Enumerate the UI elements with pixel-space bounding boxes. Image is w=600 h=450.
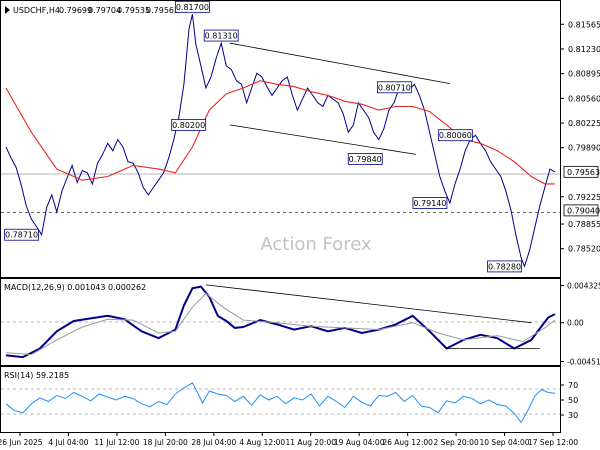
reference-level-tag: 0.79040	[567, 206, 600, 215]
price-label: 0.80060	[439, 131, 472, 140]
price-panel-frame	[0, 0, 561, 278]
price-label: 0.80710	[378, 83, 411, 92]
price-label: 0.79840	[349, 155, 382, 164]
header-close: 0.79563	[146, 6, 179, 15]
price-trendline-0	[229, 42, 451, 85]
price-trendline-1	[229, 124, 417, 155]
x-tick-label: 17 Sep 12:00	[528, 438, 578, 447]
price-y-tick-label: 0.78855	[568, 220, 600, 229]
watermark: Action Forex	[260, 234, 372, 255]
price-label-box	[412, 197, 448, 209]
price-y-tick-label: 0.80225	[568, 119, 600, 128]
x-tick-label: 26 Jun 2025	[0, 438, 43, 447]
price-label-box	[347, 153, 383, 165]
header-high: 0.79704	[88, 6, 121, 15]
price-label: 0.78280	[488, 262, 521, 271]
rsi-y-tick-label: 70	[568, 381, 578, 390]
price-label-box	[487, 260, 522, 273]
x-tick-label: 28 Jul 04:00	[191, 438, 236, 447]
price-y-tick-label: 0.81230	[568, 45, 600, 54]
moving-average-series-line	[5, 80, 555, 185]
price-y-tick-label: 0.80560	[568, 94, 600, 103]
header: USDCHF,H4 0.79699 0.79704 0.79535 0.7956…	[5, 6, 179, 15]
rsi-layer	[5, 382, 556, 424]
rsi-title: RSI(14) 59.2185	[4, 371, 69, 380]
x-tick-label: 4 Jul 04:00	[48, 438, 88, 447]
last-price-tag-box	[563, 165, 599, 178]
price-label-box	[171, 118, 207, 131]
price-layer: 0.81700 0.81310 0.80200 0.79840 0.80710 0.800…	[4, 0, 556, 273]
last-price-tag: 0.79563	[567, 168, 600, 177]
x-tick-label: 18 Jul 20:00	[143, 438, 188, 447]
rsi-y-tick-label: 30	[568, 411, 578, 420]
macd-y-tick-label: 0.00	[567, 319, 584, 328]
price-y-tick-label: 0.79890	[568, 144, 600, 153]
rsi-series-line	[5, 382, 556, 424]
header-open: 0.79699	[59, 6, 92, 15]
macd-y-tick-label: -0.004511	[567, 358, 600, 367]
macd-title: MACD(12,26,9) 0.001043 0.000262	[4, 283, 146, 292]
price-label-box	[203, 29, 239, 42]
reference-level-tag-box	[563, 204, 599, 217]
x-tick-label: 10 Sep 04:00	[480, 438, 530, 447]
price-label-box	[376, 81, 412, 94]
x-tick-label: 11 Aug 20:00	[285, 438, 336, 447]
price-y-tick-label: 0.79225	[568, 193, 600, 202]
price-y-tick-label: 0.81565	[568, 20, 600, 29]
price-y-tick-label: 0.80895	[568, 70, 600, 79]
price-label-box	[174, 0, 210, 13]
price-y-tick-label: 0.78520	[568, 245, 600, 254]
axis-layer: 0.81565 0.81230 0.80895 0.80560 0.80225 0.798…	[0, 20, 600, 447]
macd-layer	[5, 284, 556, 359]
price-label-box	[4, 228, 39, 241]
x-tick-label: 2 Sep 20:00	[433, 438, 479, 447]
macd-trendline-0	[205, 284, 532, 324]
header-low: 0.79535	[117, 6, 150, 15]
macd-y-tick-label: 0.004325	[567, 282, 600, 291]
rsi-y-tick-label: 50	[568, 396, 578, 405]
header-marker-icon	[5, 6, 10, 14]
x-tick-label: 26 Aug 12:00	[382, 438, 433, 447]
price-label: 0.80200	[172, 121, 205, 130]
price-label: 0.78710	[5, 231, 38, 240]
signal-series-line	[5, 292, 556, 356]
x-tick-label: 19 Aug 04:00	[334, 438, 385, 447]
price-label: 0.81700	[176, 3, 209, 12]
price-label-box	[437, 129, 473, 142]
price-label: 0.79140	[413, 199, 446, 208]
macd-panel-frame	[0, 278, 561, 366]
header-symbol: USDCHF,H4	[13, 6, 60, 15]
x-tick-label: 11 Jul 12:00	[94, 438, 139, 447]
macd-series-line	[5, 285, 556, 359]
x-tick-label: 4 Aug 12:00	[239, 438, 285, 447]
price-label: 0.81310	[205, 32, 238, 41]
